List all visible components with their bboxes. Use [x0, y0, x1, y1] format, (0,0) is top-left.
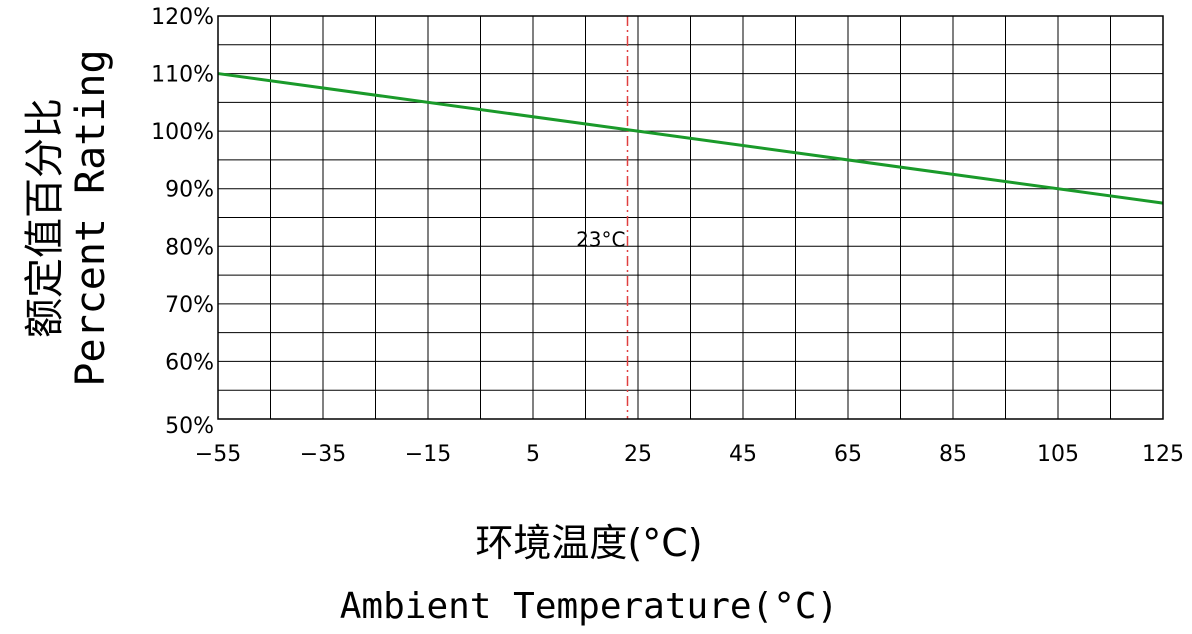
plot-border — [217, 15, 1164, 420]
y-tick-label: 90% — [165, 178, 214, 203]
y-axis-label-chinese: 额定值百分比 — [22, 98, 68, 338]
series-line-0 — [217, 72, 1164, 205]
y-tick-label: 100% — [151, 120, 214, 145]
x-tick-label: 105 — [1037, 442, 1079, 467]
series-group — [217, 72, 1164, 205]
y-tick-label: 110% — [151, 63, 214, 88]
x-axis-label-chinese: 环境温度(°C) — [475, 521, 702, 565]
x-tick-label: −35 — [300, 442, 346, 467]
x-tick-label: 25 — [624, 442, 652, 467]
x-tick-label: 45 — [729, 442, 757, 467]
y-tick-labels: 50% 60% 70% 80% 90% 100% 110% 120% — [151, 5, 214, 439]
y-tick-label: 120% — [151, 5, 214, 30]
reference-line-label: 23°C — [576, 228, 625, 252]
x-tick-label: 65 — [834, 442, 862, 467]
grid — [217, 15, 1164, 420]
y-tick-label: 80% — [165, 235, 214, 260]
y-tick-label: 50% — [165, 414, 214, 439]
x-tick-label: −55 — [195, 442, 241, 467]
reference-line-group: 23°C — [576, 16, 629, 419]
plot-frame — [217, 15, 1164, 420]
x-tick-label: 85 — [939, 442, 967, 467]
x-tick-label: 5 — [526, 442, 540, 467]
y-axis-label-english: Percent Rating — [68, 49, 114, 386]
y-tick-label: 60% — [165, 350, 214, 375]
x-tick-label: −15 — [405, 442, 451, 467]
x-tick-labels: −55 −35 −15 5 25 45 65 85 105 125 — [195, 442, 1184, 467]
x-tick-label: 125 — [1142, 442, 1184, 467]
x-axis-label-english: Ambient Temperature(°C) — [340, 586, 839, 627]
y-tick-label: 70% — [165, 293, 214, 318]
